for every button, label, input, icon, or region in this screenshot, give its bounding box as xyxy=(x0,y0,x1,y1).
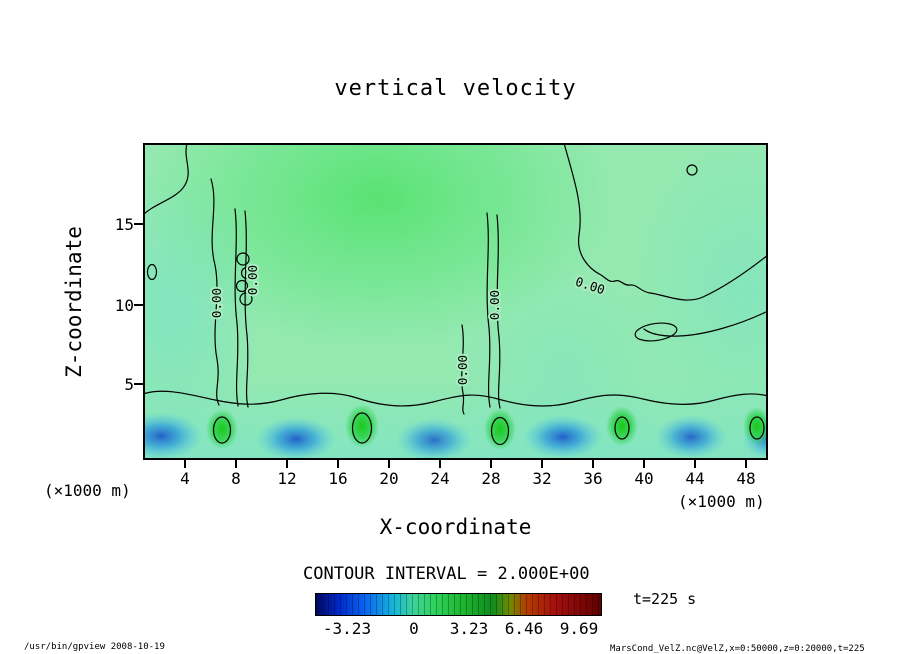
time-label: t=225 s xyxy=(633,590,697,608)
x-tick-mark xyxy=(337,460,339,468)
x-axis-unit-right: (×1000 m) xyxy=(678,492,765,511)
y-axis-title: Z-coordinate xyxy=(62,226,86,378)
x-tick-mark xyxy=(541,460,543,468)
colorbar-tick-label: 6.46 xyxy=(504,619,544,638)
velocity-field xyxy=(143,143,768,460)
contour-label: 0.00 xyxy=(455,355,470,385)
contour-label: 0.00 xyxy=(209,288,224,318)
x-axis-unit-left: (×1000 m) xyxy=(44,481,131,500)
x-tick-label: 24 xyxy=(430,469,450,488)
y-tick-mark xyxy=(134,223,143,225)
y-tick-label: 5 xyxy=(124,375,134,394)
x-tick-label: 8 xyxy=(231,469,241,488)
x-tick-label: 16 xyxy=(328,469,348,488)
x-tick-label: 40 xyxy=(634,469,654,488)
colorbar-tick-label: -3.23 xyxy=(322,619,372,638)
x-tick-label: 48 xyxy=(736,469,756,488)
footer-command-date: /usr/bin/gpview 2008-10-19 xyxy=(24,642,165,652)
x-tick-mark xyxy=(439,460,441,468)
x-tick-mark xyxy=(235,460,237,468)
colorbar xyxy=(315,593,602,616)
colorbar-tick-label: 3.23 xyxy=(449,619,489,638)
x-tick-label: 28 xyxy=(481,469,501,488)
x-tick-mark xyxy=(694,460,696,468)
y-tick-label: 15 xyxy=(114,215,134,234)
x-tick-label: 20 xyxy=(379,469,399,488)
x-tick-label: 12 xyxy=(277,469,297,488)
x-tick-mark xyxy=(745,460,747,468)
y-tick-mark xyxy=(134,304,143,306)
colorbar-tick-label: 0 xyxy=(409,619,419,638)
footer-data-source: MarsCond_VelZ.nc@VelZ,x=0:50000,z=0:2000… xyxy=(610,644,865,654)
y-tick-label: 10 xyxy=(114,296,134,315)
y-tick-mark xyxy=(134,383,143,385)
x-tick-label: 36 xyxy=(583,469,603,488)
colorbar-tick-label: 9.69 xyxy=(559,619,599,638)
contour-label: 0.00 xyxy=(245,265,260,295)
contour-label: 0.00 xyxy=(487,290,502,320)
x-axis-title: X-coordinate xyxy=(379,515,532,539)
x-tick-mark xyxy=(643,460,645,468)
zero-contour-lines xyxy=(143,143,768,446)
x-tick-label: 32 xyxy=(532,469,552,488)
x-tick-mark xyxy=(184,460,186,468)
plot-frame xyxy=(143,143,768,460)
contour-interval-note: CONTOUR INTERVAL = 2.000E+00 xyxy=(303,564,590,584)
x-tick-mark xyxy=(286,460,288,468)
x-tick-mark xyxy=(490,460,492,468)
x-tick-label: 44 xyxy=(685,469,705,488)
plot-title: vertical velocity xyxy=(334,76,577,101)
x-tick-mark xyxy=(388,460,390,468)
x-tick-label: 4 xyxy=(180,469,190,488)
x-tick-mark xyxy=(592,460,594,468)
contour-plot-canvas: 0.00 0.00 0.00 0.00 0.00 xyxy=(143,143,768,460)
